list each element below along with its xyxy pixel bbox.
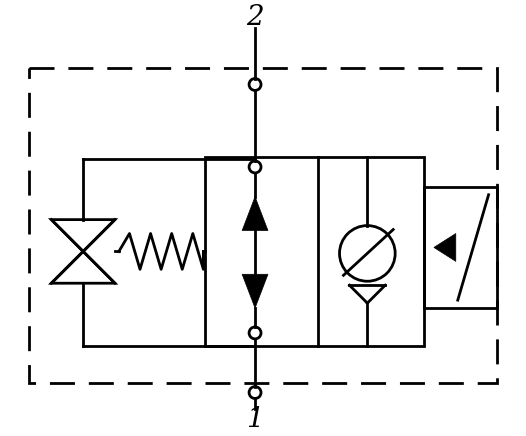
Polygon shape: [434, 234, 456, 261]
Text: 1: 1: [246, 406, 264, 433]
Polygon shape: [242, 274, 268, 308]
Text: 2: 2: [246, 4, 264, 31]
Polygon shape: [242, 197, 268, 231]
